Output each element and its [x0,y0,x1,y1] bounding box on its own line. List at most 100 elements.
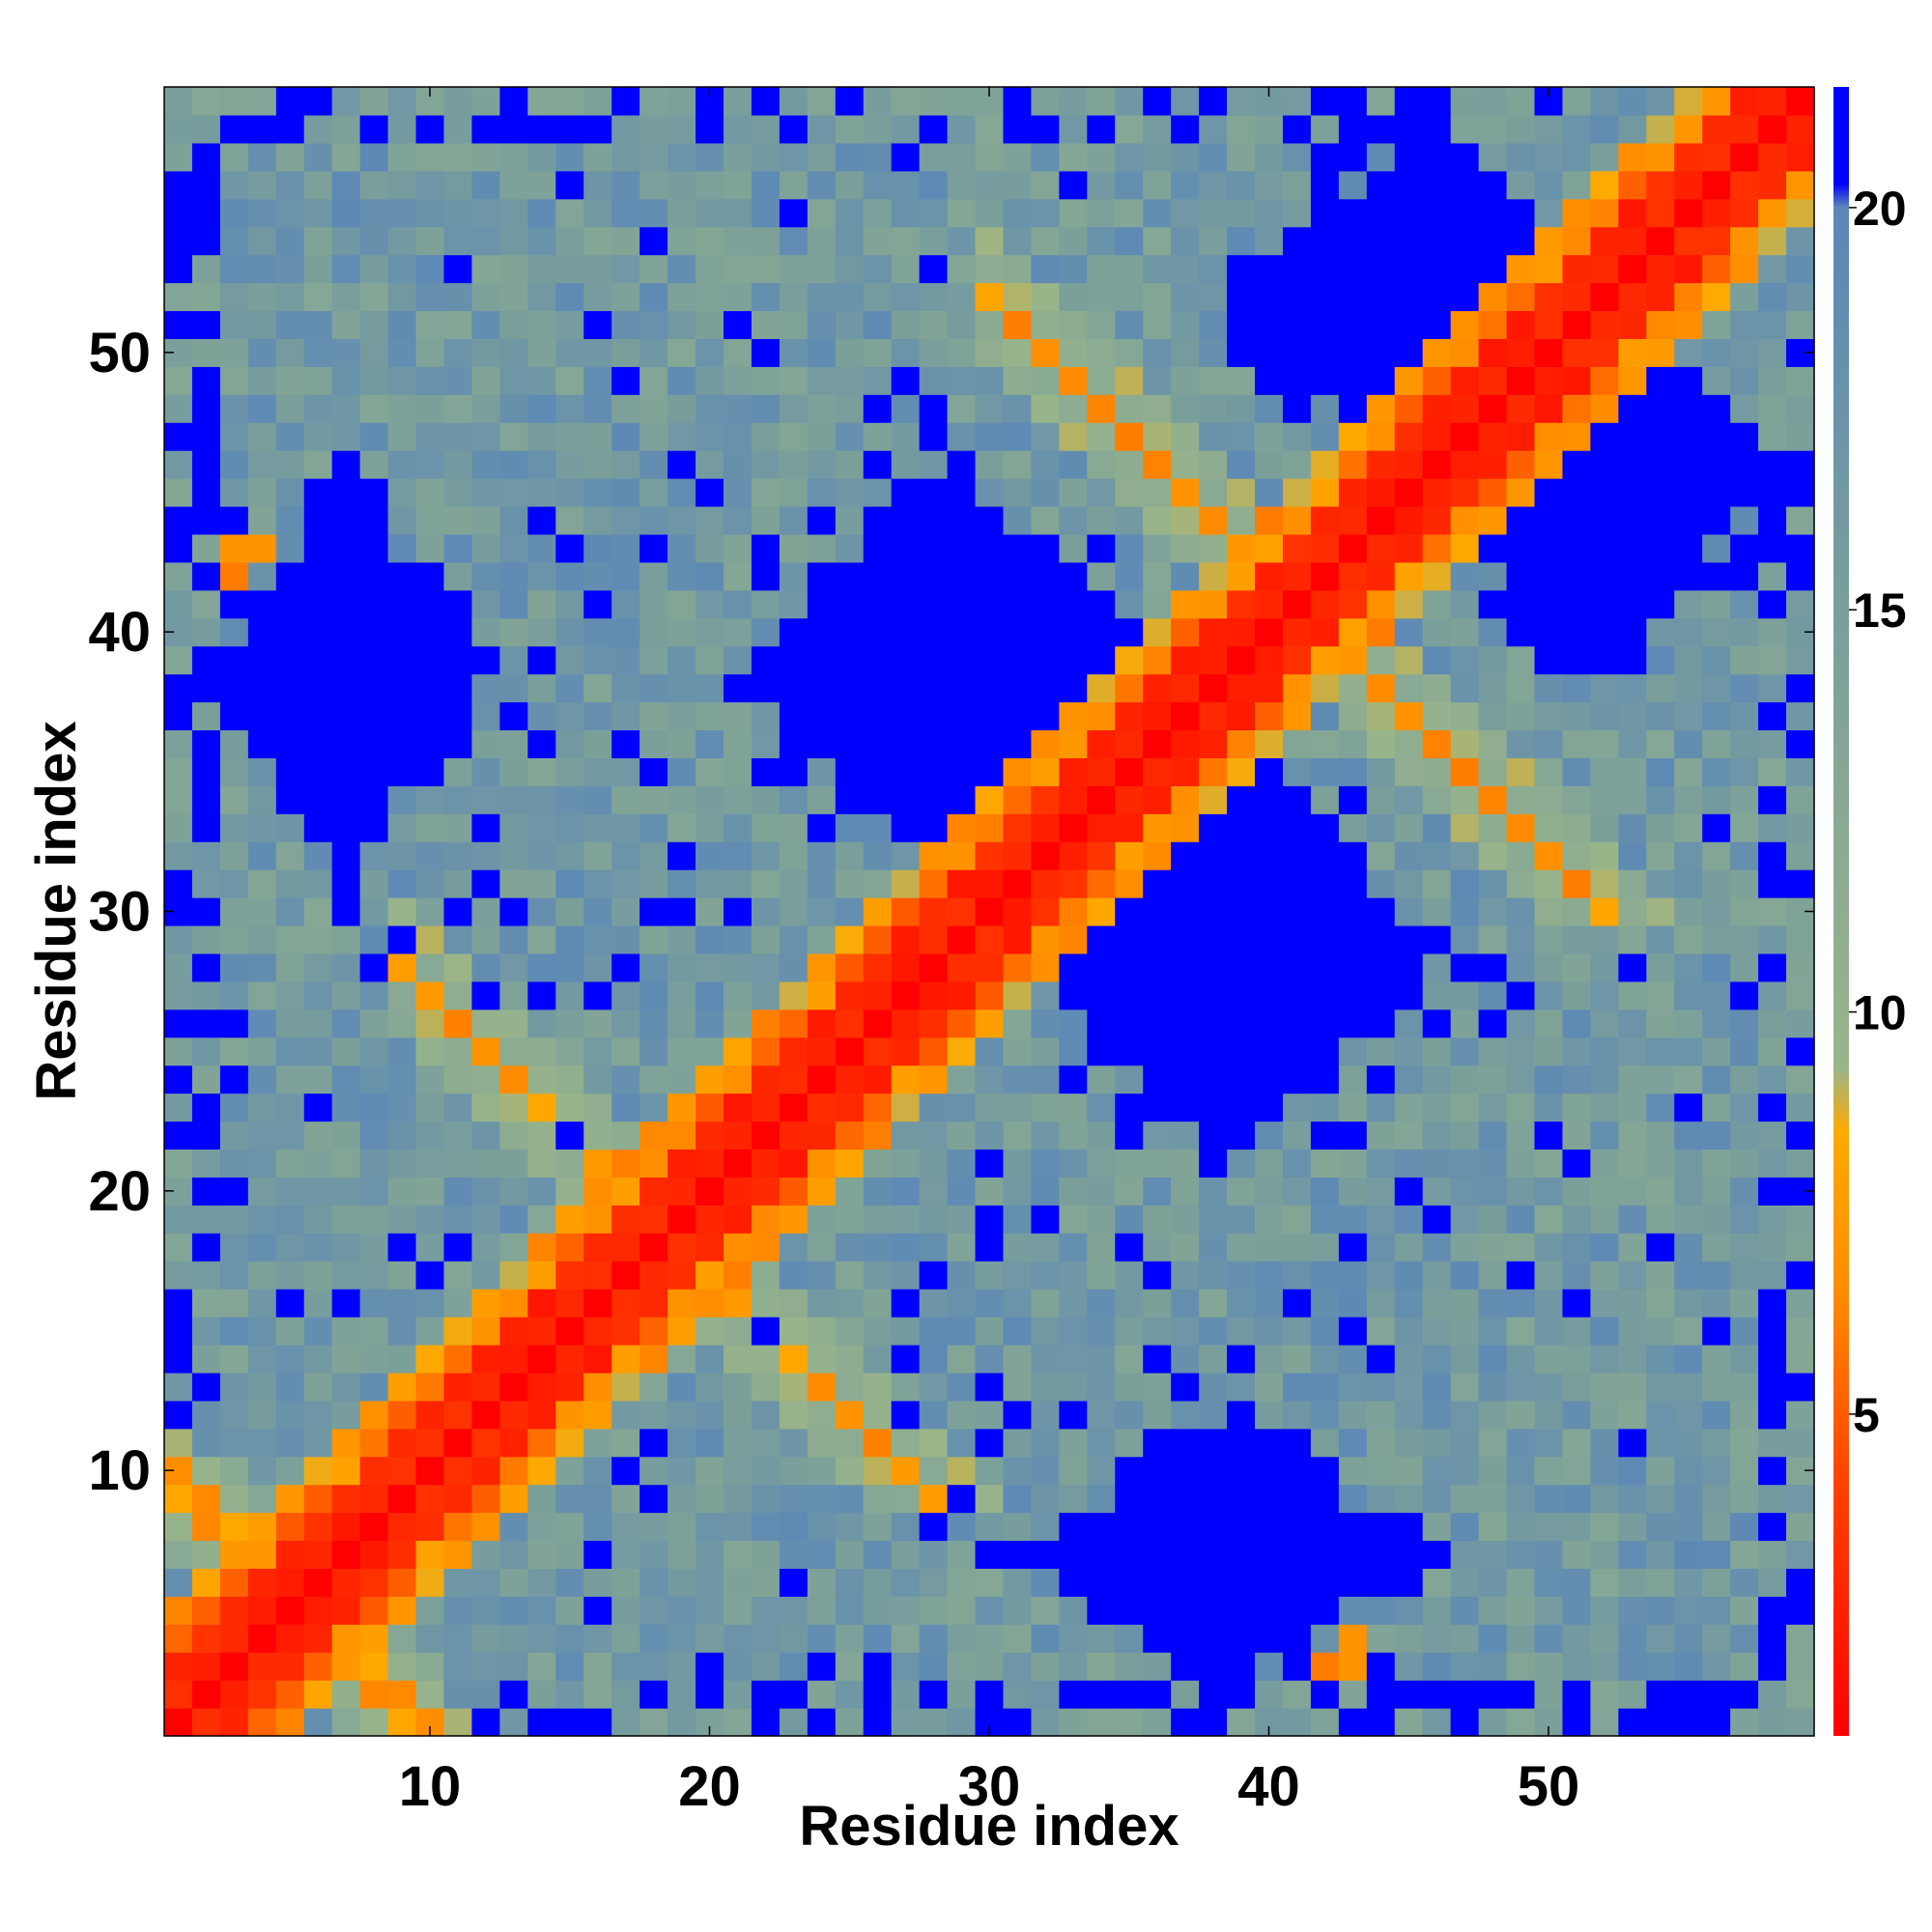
heatmap-cell [1506,1372,1536,1402]
heatmap-cell [1590,338,1619,367]
heatmap-cell [471,1568,500,1597]
heatmap-cell [1730,1624,1759,1653]
heatmap-cell [1338,673,1368,703]
heatmap-cell [443,924,473,954]
heatmap-cell [1506,1652,1536,1681]
heatmap-cell [863,589,893,619]
heatmap-cell [1059,1680,1088,1709]
heatmap-cell [668,1289,696,1318]
heatmap-cell [1758,338,1787,367]
heatmap-cell [415,282,445,312]
heatmap-cell [1394,701,1424,731]
heatmap-cell [807,841,837,870]
heatmap-cell [1338,757,1368,786]
heatmap-cell [1115,338,1144,367]
heatmap-cell [807,282,837,312]
heatmap-cell [1255,1093,1284,1122]
heatmap-cell [1227,952,1256,982]
heatmap-cell [219,1680,249,1709]
heatmap-cell [219,505,249,535]
heatmap-cell [863,170,893,200]
heatmap-cell [1422,673,1452,703]
heatmap-cell [1702,589,1731,619]
heatmap-cell [1394,422,1424,451]
heatmap-cell [275,533,305,563]
heatmap-cell [1702,645,1731,675]
heatmap-cell [555,1121,584,1151]
heatmap-cell [611,1261,640,1290]
heatmap-cell [1534,924,1564,954]
heatmap-cell [1394,1037,1424,1066]
heatmap-cell [1143,1121,1172,1151]
heatmap-cell [1506,338,1536,367]
heatmap-cell [1450,1177,1480,1206]
heatmap-cell [1394,1652,1424,1681]
heatmap-cell [247,924,277,954]
heatmap-cell [696,533,724,563]
heatmap-cell [1702,450,1731,479]
heatmap-cell [1171,1484,1200,1514]
heatmap-cell [1646,617,1675,647]
heatmap-cell [1338,1009,1368,1038]
heatmap-cell [555,1540,584,1569]
heatmap-cell [583,1596,612,1625]
heatmap-cell [1534,1205,1564,1234]
heatmap-cell [696,813,724,842]
heatmap-cell [1059,841,1088,870]
heatmap-cell [1087,394,1116,423]
heatmap-cell [164,1261,193,1290]
heatmap-cell [387,589,417,619]
heatmap-cell [1143,1317,1172,1346]
heatmap-cell [1115,1261,1144,1290]
heatmap-cell [1506,924,1536,954]
heatmap-cell [1534,1624,1564,1653]
heatmap-cell [1059,226,1088,256]
heatmap-cell [1758,1680,1787,1709]
heatmap-cell [1422,561,1452,591]
heatmap-cell [1730,1596,1759,1625]
heatmap-cell [247,1037,277,1066]
heatmap-cell [1366,1037,1396,1066]
heatmap-cell [1199,394,1228,423]
heatmap-cell [1786,701,1815,731]
heatmap-cell [1310,561,1340,591]
heatmap-cell [1171,897,1200,926]
heatmap-cell [639,1177,668,1206]
heatmap-cell [611,1652,640,1681]
heatmap-cell [1171,1009,1200,1038]
heatmap-cell [331,1568,361,1597]
heatmap-cell [1310,645,1340,675]
heatmap-cell [527,1400,556,1430]
heatmap-cell [191,1624,221,1653]
heatmap-cell [779,338,809,367]
heatmap-cell [1534,673,1564,703]
heatmap-cell [723,561,753,591]
heatmap-cell [359,841,389,870]
heatmap-cell [415,1400,445,1430]
heatmap-cell [219,1568,249,1597]
heatmap-cell [891,1261,921,1290]
heatmap-cell [1227,701,1256,731]
heatmap-cell [1730,1037,1759,1066]
heatmap-cell [1674,533,1703,563]
heatmap-cell [499,1540,528,1569]
heatmap-cell [219,1093,249,1122]
heatmap-cell [303,450,333,479]
heatmap-cell [696,1512,724,1542]
heatmap-cell [1087,1596,1116,1625]
heatmap-cell [1702,338,1731,367]
heatmap-cell [835,1037,865,1066]
heatmap-cell [723,1121,753,1151]
heatmap-cell [1730,1009,1759,1038]
heatmap-cell [247,1680,277,1709]
heatmap-cell [527,366,556,395]
heatmap-cell [1366,1121,1396,1151]
heatmap-cell [1171,87,1200,116]
heatmap-cell [1730,1484,1759,1514]
heatmap-cell [1143,478,1172,507]
heatmap-cell [303,729,333,758]
heatmap-cell [275,897,305,926]
heatmap-cell [555,282,584,312]
heatmap-cell [807,1009,837,1038]
heatmap-cell [807,1233,837,1262]
